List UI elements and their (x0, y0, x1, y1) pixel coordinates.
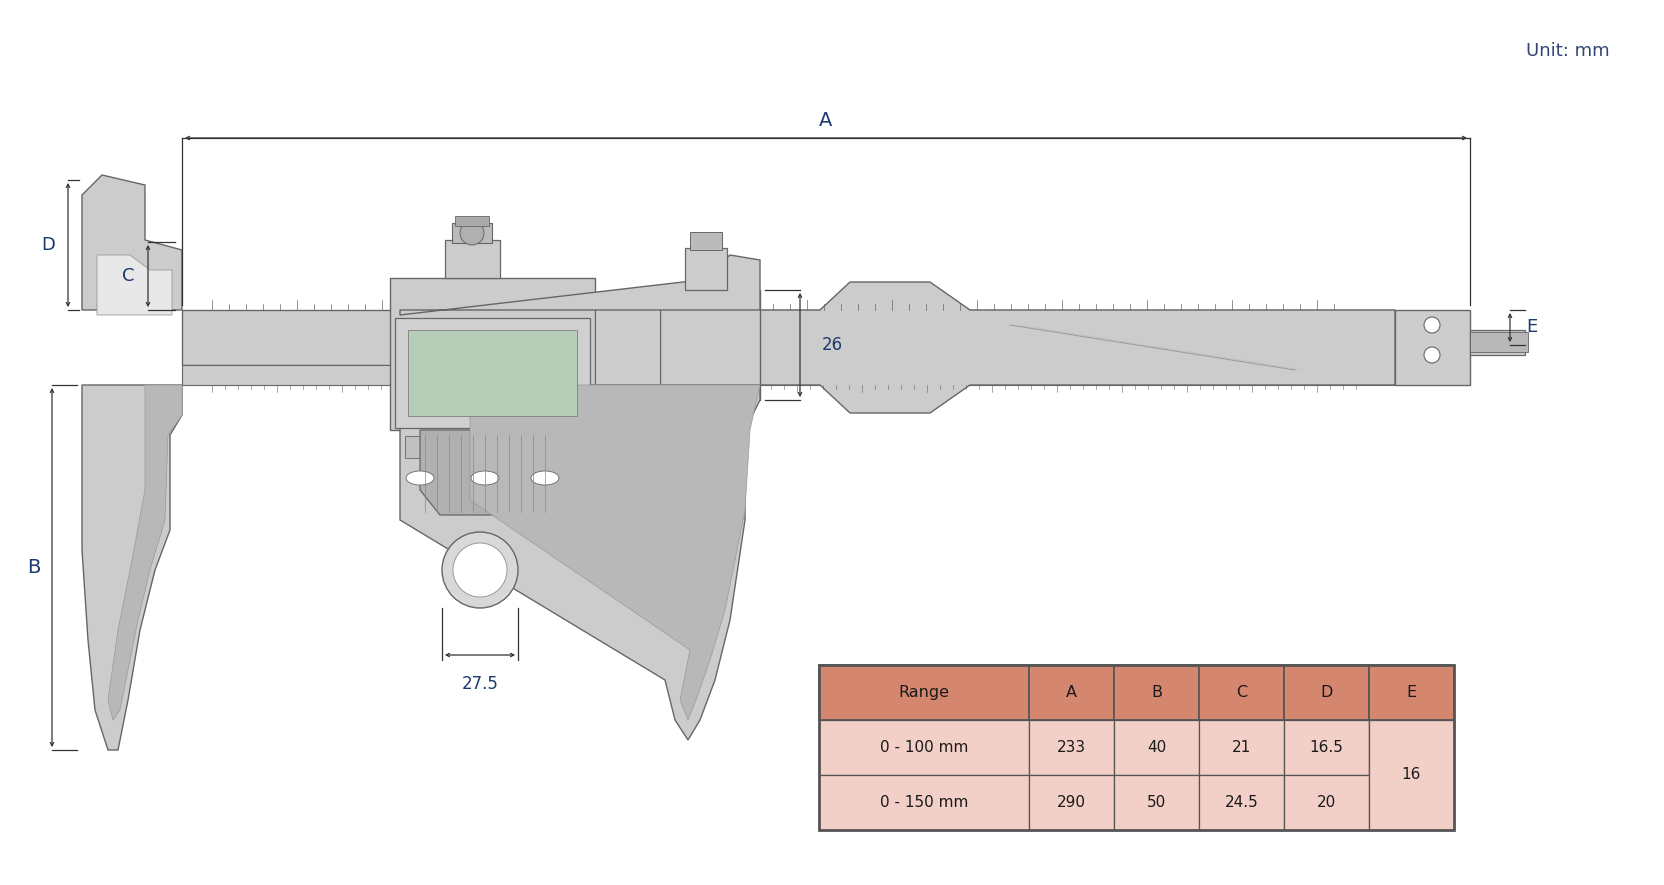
Bar (1198, 665, 1283, 720)
Text: 24.5: 24.5 (1225, 795, 1258, 810)
Circle shape (459, 221, 484, 245)
Polygon shape (759, 282, 1394, 413)
Polygon shape (82, 175, 181, 310)
Text: 21: 21 (1231, 740, 1250, 755)
Bar (819, 665, 1028, 720)
Bar (1368, 720, 1453, 775)
Polygon shape (82, 385, 181, 750)
Bar (1283, 665, 1368, 720)
Text: B: B (1150, 685, 1161, 700)
Polygon shape (181, 365, 1394, 385)
Text: 0 - 150 mm: 0 - 150 mm (879, 795, 967, 810)
Polygon shape (97, 255, 171, 315)
Bar (684, 248, 727, 290)
Bar (408, 330, 577, 416)
Bar (1198, 720, 1283, 775)
Text: 50: 50 (1146, 795, 1165, 810)
Text: B: B (27, 558, 40, 577)
Bar (1028, 720, 1113, 775)
Bar (819, 665, 1453, 830)
Bar (819, 775, 1028, 830)
Text: 290: 290 (1057, 795, 1085, 810)
Bar (459, 436, 499, 458)
Text: C: C (1235, 685, 1246, 700)
Text: C: C (121, 267, 135, 285)
Polygon shape (399, 255, 759, 315)
Ellipse shape (406, 471, 434, 485)
Polygon shape (399, 385, 759, 740)
Polygon shape (469, 385, 759, 720)
Text: D: D (1320, 685, 1331, 700)
Bar (689, 232, 722, 250)
Bar (1113, 775, 1198, 830)
Circle shape (1423, 347, 1439, 363)
Bar (444, 240, 499, 278)
Polygon shape (419, 430, 559, 515)
Text: E: E (1406, 685, 1416, 700)
Text: 26: 26 (822, 336, 842, 354)
Bar (1028, 665, 1113, 720)
Text: 20: 20 (1316, 795, 1335, 810)
Bar (389, 278, 594, 430)
Text: E: E (1526, 319, 1536, 336)
Bar (1368, 665, 1453, 720)
Bar (594, 303, 659, 425)
Circle shape (1423, 317, 1439, 333)
Circle shape (453, 543, 508, 597)
Bar (1198, 775, 1283, 830)
Text: D: D (42, 236, 55, 254)
Bar (404, 436, 444, 458)
Text: Range: Range (899, 685, 948, 700)
Text: Unit: mm: Unit: mm (1526, 42, 1609, 60)
Polygon shape (108, 385, 181, 720)
Text: A: A (819, 111, 832, 129)
Bar (1283, 720, 1368, 775)
Bar (1394, 310, 1469, 385)
Bar (1469, 332, 1528, 352)
Bar (1368, 720, 1453, 830)
Text: 0 - 100 mm: 0 - 100 mm (879, 740, 967, 755)
Text: 16: 16 (1401, 767, 1421, 782)
Bar (394, 318, 589, 428)
Text: 27.5: 27.5 (461, 675, 498, 693)
Bar (659, 290, 759, 400)
Bar (514, 436, 554, 458)
Bar (454, 216, 489, 226)
Text: 16.5: 16.5 (1310, 740, 1343, 755)
Text: 40: 40 (1146, 740, 1165, 755)
Ellipse shape (531, 471, 559, 485)
Bar (1028, 775, 1113, 830)
Circle shape (441, 532, 518, 608)
Bar (451, 223, 491, 243)
Bar (1283, 775, 1368, 830)
Bar (1113, 720, 1198, 775)
Bar (1113, 665, 1198, 720)
Bar (1469, 330, 1524, 355)
Text: A: A (1065, 685, 1077, 700)
Polygon shape (181, 310, 1394, 365)
Ellipse shape (471, 471, 499, 485)
Text: 233: 233 (1057, 740, 1085, 755)
Bar (819, 720, 1028, 775)
